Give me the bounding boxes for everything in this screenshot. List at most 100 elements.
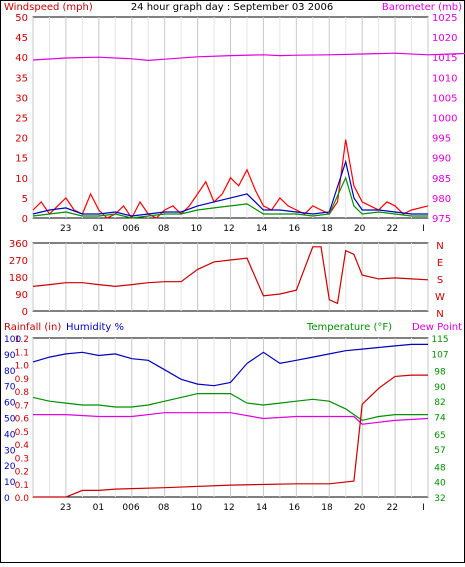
- climate-x-tick-label: 10: [191, 503, 203, 513]
- humidity-axis-label: Humidity %: [66, 322, 124, 333]
- temperature-axis-label: Temperature (°F): [306, 322, 392, 333]
- temperature-tick-label: 65: [434, 431, 445, 441]
- series-average-low: [32, 176, 428, 219]
- windspeed-tick-label: 45: [15, 33, 28, 44]
- rainfall-tick-label: 0.9: [15, 375, 30, 385]
- humidity-tick-label: 80: [4, 367, 16, 377]
- climate-x-tick-label: 23: [60, 503, 71, 513]
- wind-x-tick-label: 18: [321, 224, 333, 234]
- dewpoint-axis-label: Dew Point: [412, 322, 462, 333]
- wind-x-tick-label: 20: [354, 224, 366, 234]
- rainfall-tick-label: 0.5: [15, 428, 29, 438]
- barometer-tick-label: 995: [432, 134, 451, 145]
- windspeed-tick-label: 0: [22, 214, 28, 225]
- humidity-tick-label: 60: [4, 399, 16, 409]
- series-wind-direction: [32, 246, 429, 305]
- rainfall-tick-label: 1.2: [15, 335, 29, 345]
- rainfall-tick-label: 1.1: [15, 348, 29, 358]
- temperature-tick-label: 107: [431, 350, 448, 360]
- rainfall-tick-label: 0.2: [15, 468, 29, 478]
- rainfall-tick-label: 0.7: [15, 401, 29, 411]
- humidity-tick-label: 50: [4, 415, 16, 425]
- windspeed-tick-label: 50: [15, 13, 28, 24]
- wind-x-tick-label: 14: [256, 224, 268, 234]
- direction-tick-label: 180: [9, 273, 28, 284]
- barometer-tick-label: 980: [432, 194, 451, 205]
- barometer-tick-label: 1025: [432, 13, 457, 24]
- barometer-tick-label: 985: [432, 174, 451, 185]
- temperature-tick-label: 57: [434, 446, 445, 456]
- barometer-tick-label: 990: [432, 154, 451, 165]
- compass-label: E: [437, 258, 443, 269]
- wind-x-tick-label: 16: [289, 224, 301, 234]
- humidity-tick-label: 10: [4, 478, 16, 488]
- humidity-tick-label: 40: [4, 430, 16, 440]
- windspeed-tick-label: 15: [15, 154, 28, 165]
- rainfall-tick-label: 0.1: [15, 481, 29, 491]
- wind-x-tick-label: 10: [191, 224, 203, 234]
- rainfall-tick-label: 0.6: [15, 415, 30, 425]
- climate-x-tick-label: 18: [321, 503, 333, 513]
- chart-title: 24 hour graph day : September 03 2006: [131, 2, 333, 13]
- series-gust: [32, 139, 429, 220]
- wind-x-tick-label: I: [422, 224, 425, 234]
- barometer-tick-label: 1010: [432, 73, 457, 84]
- barometer-tick-label: 1005: [432, 93, 457, 104]
- direction-tick-label: 360: [9, 239, 28, 250]
- humidity-tick-label: 30: [4, 446, 16, 456]
- windspeed-tick-label: 10: [15, 174, 28, 185]
- climate-x-tick-label: 22: [387, 503, 398, 513]
- series-dew-point: [33, 412, 429, 425]
- direction-tick-label: 0: [22, 307, 28, 318]
- series-barometer: [32, 52, 465, 62]
- series-temperature: [32, 393, 428, 422]
- wind-x-tick-label: 23: [60, 224, 71, 234]
- windspeed-axis-label: Windspeed (mph): [4, 2, 93, 13]
- compass-label: N: [436, 309, 443, 320]
- rainfall-tick-label: 0.4: [15, 441, 30, 451]
- windspeed-tick-label: 40: [15, 53, 28, 64]
- temperature-tick-label: 74: [434, 414, 446, 424]
- direction-tick-label: 90: [15, 290, 28, 301]
- humidity-tick-label: 90: [4, 351, 16, 361]
- climate-x-tick-label: 20: [354, 503, 366, 513]
- temperature-tick-label: 32: [434, 494, 445, 504]
- windspeed-tick-label: 35: [15, 73, 28, 84]
- rainfall-tick-label: 0.3: [15, 454, 29, 464]
- barometer-tick-label: 1000: [432, 114, 457, 125]
- windspeed-tick-label: 5: [22, 194, 28, 205]
- wind-x-tick-label: 12: [223, 224, 234, 234]
- wind-x-tick-label: 08: [158, 224, 170, 234]
- climate-x-tick-label: 14: [256, 503, 268, 513]
- rainfall-tick-label: 0.0: [15, 494, 30, 504]
- rainfall-tick-label: 1.0: [15, 362, 30, 372]
- direction-tick-label: 270: [9, 256, 28, 267]
- barometer-tick-label: 1020: [432, 33, 457, 44]
- humidity-tick-label: 0: [4, 494, 10, 504]
- temperature-tick-label: 115: [431, 335, 448, 345]
- barometer-axis-label: Barometer (mb): [382, 2, 462, 13]
- compass-label: N: [436, 241, 443, 252]
- humidity-tick-label: 100: [4, 335, 21, 345]
- wind-x-tick-label: 006: [122, 224, 139, 234]
- barometer-tick-label: 975: [432, 214, 451, 225]
- humidity-tick-label: 20: [4, 462, 16, 472]
- humidity-tick-label: 70: [4, 383, 16, 393]
- climate-x-tick-label: 08: [158, 503, 170, 513]
- climate-x-tick-label: 01: [93, 503, 104, 513]
- rainfall-tick-label: 0.8: [15, 388, 30, 398]
- climate-x-tick-label: 006: [122, 503, 139, 513]
- temperature-tick-label: 90: [434, 383, 446, 393]
- climate-x-tick-label: I: [422, 503, 425, 513]
- temperature-tick-label: 40: [434, 479, 446, 489]
- windspeed-tick-label: 25: [15, 114, 28, 125]
- series-average: [32, 159, 428, 217]
- temperature-tick-label: 48: [434, 463, 446, 473]
- barometer-tick-label: 1015: [432, 53, 457, 64]
- compass-label: S: [437, 275, 443, 286]
- climate-x-tick-label: 12: [223, 503, 234, 513]
- windspeed-tick-label: 30: [15, 93, 28, 104]
- wind-x-tick-label: 22: [387, 224, 398, 234]
